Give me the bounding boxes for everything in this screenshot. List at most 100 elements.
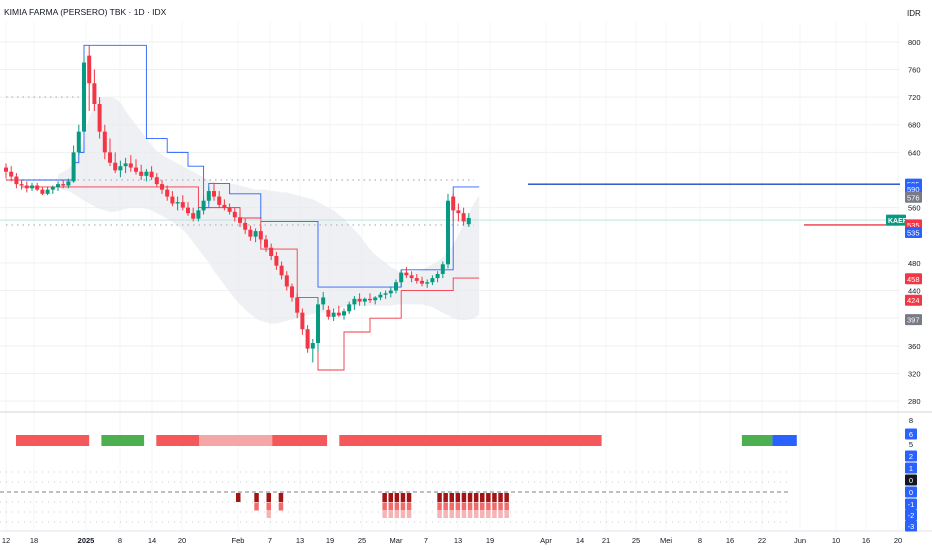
candle-body-59 [310, 343, 315, 349]
symbol-tag-bg [886, 214, 906, 226]
price-tick-9: 360 [908, 342, 921, 351]
candle-body-17 [92, 83, 97, 104]
price-tick-11: 280 [908, 397, 921, 406]
candle-body-47 [248, 229, 253, 237]
ind-tick-8: -2 [908, 511, 915, 520]
candle-body-53 [279, 265, 284, 276]
candle-body-29 [154, 177, 159, 185]
indicator-bar3-5 [388, 511, 393, 518]
candle-body-18 [97, 104, 102, 132]
time-tick-16: 14 [576, 536, 584, 545]
time-tick-23: Jun [794, 536, 806, 545]
indicator-bar3-2 [266, 511, 271, 518]
indicator-bar2-6 [394, 502, 400, 511]
time-tick-24: 10 [832, 536, 840, 545]
indicator-bar3-16 [480, 511, 485, 518]
time-axis: 12 18 2025 8 14 20 Feb 7 13 19 25 Mar 7 13 19 Apr 14 21 25… [2, 536, 902, 545]
candle-body-87 [456, 210, 461, 214]
price-tick-3: 680 [908, 121, 921, 130]
indicator-bar3-13 [461, 511, 467, 518]
candle-body-33 [175, 202, 180, 204]
candle-body-28 [149, 171, 154, 178]
indicator-segment-6 [741, 435, 773, 446]
price-label-6: 458 [907, 275, 920, 284]
time-tick-7: 7 [268, 536, 272, 545]
ind-tick-bg-9 [905, 520, 917, 532]
time-tick-17: 21 [602, 536, 610, 545]
price-label-5: 535 [907, 229, 920, 238]
candle-body-73 [383, 293, 388, 295]
ind-tick-6: 0 [909, 488, 913, 497]
candle-body-7 [40, 189, 45, 194]
indicator-bar2-14 [467, 502, 473, 511]
ind-tick-1: 6 [909, 430, 913, 439]
candle-body-43 [227, 207, 232, 212]
candle-body-16 [87, 55, 92, 84]
indicator-bar-8 [406, 493, 412, 502]
time-tick-21: 16 [726, 536, 734, 545]
time-tick-20: 8 [698, 536, 702, 545]
price-tick-0: 800 [908, 38, 921, 47]
indicator-bar2-20 [504, 502, 509, 511]
chart-title: KIMIA FARMA (PERSERO) TBK · 1D · IDX [4, 7, 167, 17]
indicator-bar2-8 [406, 502, 412, 511]
candle-body-4 [24, 185, 29, 189]
indicator-bar2-5 [388, 502, 393, 511]
indicator-bar3-15 [473, 511, 479, 518]
indicator-bar-19 [498, 493, 503, 502]
candle-body-78 [409, 275, 414, 279]
candle-body-85 [446, 200, 450, 265]
indicator-bar2-7 [400, 502, 406, 511]
candle-body-22 [118, 166, 123, 171]
indicator-segment-3 [199, 435, 273, 446]
indicator-bar-17 [486, 493, 491, 502]
ind-tick-bg-1 [905, 428, 917, 440]
time-tick-26: 20 [894, 536, 902, 545]
time-tick-4: 14 [148, 536, 156, 545]
time-tick-19: Mei [660, 536, 672, 545]
indicator-bar3-12 [455, 511, 461, 518]
candle-body-81 [425, 282, 430, 284]
indicator-segment-0 [16, 435, 90, 446]
price-tick-7: 440 [908, 287, 921, 296]
indicator-bar-5 [388, 493, 393, 502]
indicator-bar2-19 [498, 502, 503, 511]
indicator-bar-6 [394, 493, 400, 502]
indicator-bar-7 [400, 493, 406, 502]
candle-body-39 [206, 191, 211, 201]
time-tick-14: 19 [486, 536, 494, 545]
time-tick-2: 2025 [78, 536, 95, 545]
indicator-bar2-3 [278, 502, 284, 511]
candle-body-82 [430, 278, 435, 283]
candle-body-26 [139, 171, 144, 176]
candle-body-20 [108, 152, 112, 163]
candle-body-24 [128, 163, 133, 168]
candle-body-46 [243, 222, 248, 230]
time-tick-3: 8 [118, 536, 122, 545]
indicator-segment-2 [156, 435, 199, 446]
indicator-bar3-6 [394, 511, 400, 518]
candle-body-89 [466, 218, 471, 225]
candle-body-8 [45, 189, 50, 194]
indicator-bar-13 [461, 493, 467, 502]
indicator-bar2-12 [455, 502, 461, 511]
ind-tick-bg-3 [905, 450, 917, 462]
candle-body-45 [238, 217, 242, 223]
candle-body-61 [321, 297, 326, 305]
candle-body-14 [76, 131, 81, 153]
ind-tick-bg-7 [905, 498, 917, 510]
time-tick-11: Mar [390, 536, 403, 545]
candle-body-83 [435, 273, 440, 279]
ind-tick-bg-8 [905, 509, 917, 521]
candle-body-1 [9, 171, 14, 177]
indicator-bar-18 [492, 493, 497, 502]
price-label-1: 590 [907, 185, 920, 194]
indicator-bar2-10 [443, 502, 448, 511]
indicator-bar2-9 [437, 502, 442, 511]
candle-body-69 [362, 298, 367, 302]
ind-tick-5: 0 [909, 476, 913, 485]
time-tick-6: Feb [232, 536, 245, 545]
price-label-2: 576 [907, 193, 920, 202]
candle-body-75 [394, 282, 398, 291]
